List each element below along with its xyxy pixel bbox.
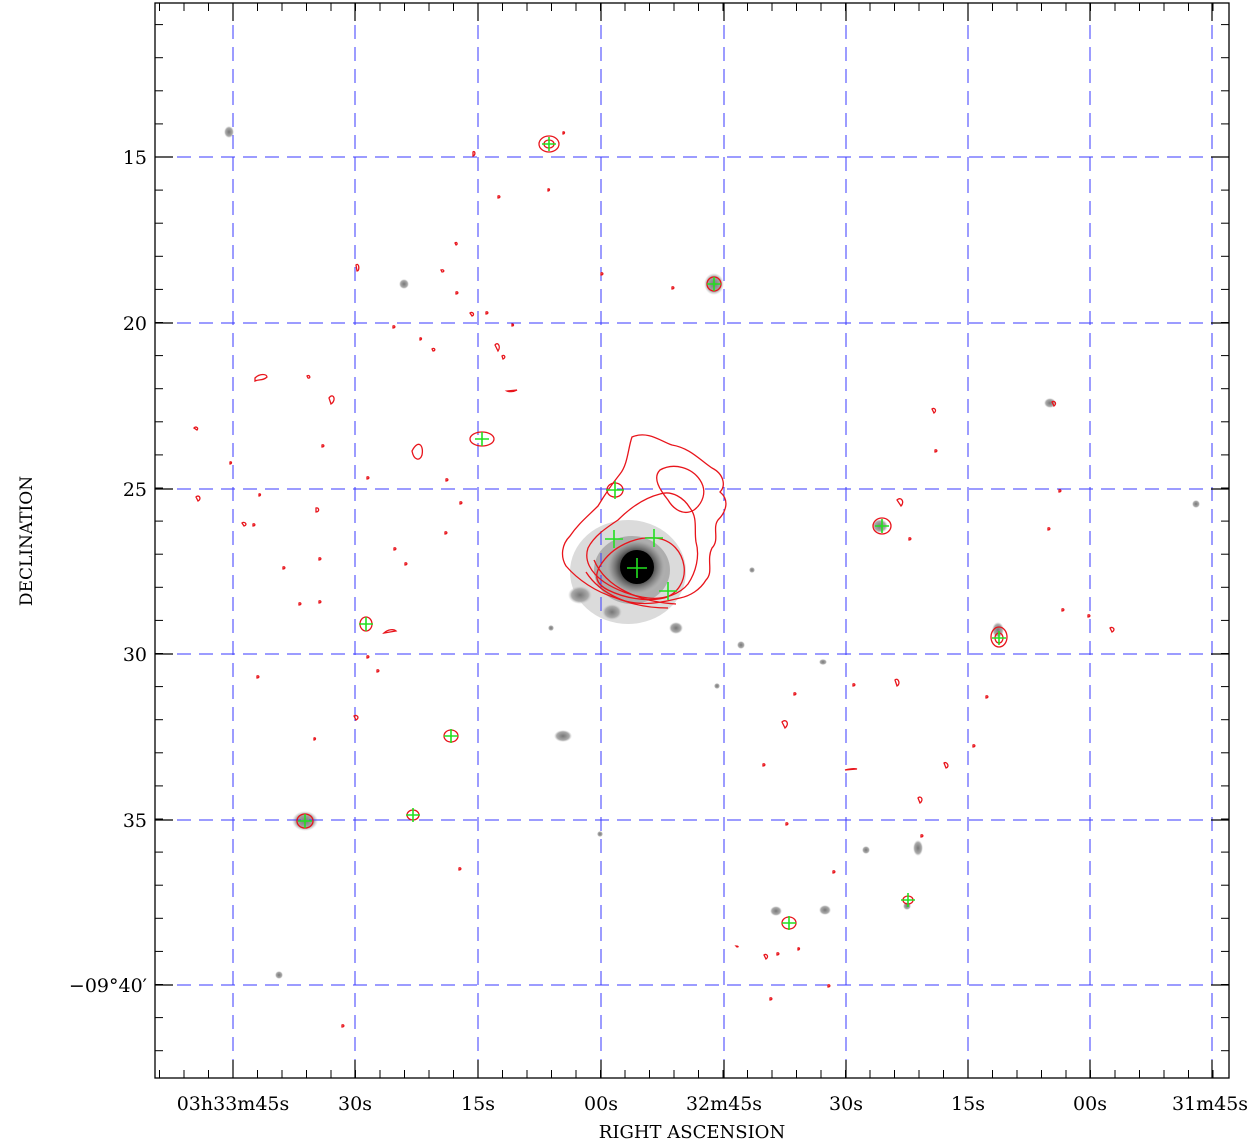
greyscale-blob [749,567,755,573]
source-marker [707,277,721,291]
source-marker [444,729,458,743]
dec-tick-label: 35 [123,810,147,832]
source-marker [659,582,677,600]
source-markers [298,137,1006,930]
contour-plume [656,465,705,514]
greyscale-blob [548,625,554,631]
greyscale-blob [913,840,923,856]
contour-diffuse-outer [561,434,727,605]
ra-tick-label: 30s [829,1093,863,1115]
ra-axis-labels: 03h33m45s 30s 15s 00s 32m45s 30s 15s 00s… [177,1093,1248,1115]
source-marker [992,631,1006,645]
source-marker [901,893,915,907]
axis-ticks [155,3,1229,1078]
greyscale-blob [819,659,827,665]
source-marker [627,558,647,578]
source-marker [606,481,624,499]
greyscale-blob [862,846,870,854]
contour-source [872,517,892,535]
plot-frame [154,2,1230,1079]
dec-axis-labels: 15 20 25 30 35 −09°40′ [69,147,147,997]
dec-tick-label: 20 [123,313,147,335]
greyscale-blob [597,831,603,837]
greyscale-blob [224,126,234,138]
ra-tick-label: 00s [584,1093,618,1115]
dec-tick-label: 15 [123,147,147,169]
ra-tick-label: 03h33m45s [177,1093,290,1115]
greyscale-blob [602,604,622,620]
source-marker [605,530,623,548]
greyscale-blob [1192,500,1200,508]
greyscale-blob [669,622,683,634]
source-marker [359,617,373,631]
greyscale-blob [554,730,572,742]
source-marker [298,814,312,828]
greyscale-blob [275,971,283,979]
greyscale-blob [819,905,831,915]
greyscale-blob [737,641,745,649]
greyscale-blob [1044,398,1056,408]
dec-tick-label: 30 [123,644,147,666]
ra-tick-label: 15s [461,1093,495,1115]
greyscale-blob [399,279,409,289]
y-axis-title: DECLINATION [17,476,37,606]
greyscale-blob [714,683,720,689]
greyscale-blob [568,586,592,604]
source-marker [406,808,420,822]
contour-source [538,135,560,153]
contour-noise [192,131,1115,1028]
contour-source [990,626,1008,648]
ra-tick-label: 32m45s [686,1093,762,1115]
contour-arc [585,559,677,609]
source-marker [782,916,796,930]
greyscale-emission [224,126,1200,979]
ra-tick-label: 00s [1073,1093,1107,1115]
source-marker [645,529,663,547]
source-marker [475,432,489,446]
coordinate-grid [155,3,1229,1078]
source-marker [875,519,889,533]
contour-diffuse-mid [586,492,699,600]
dec-tick-label: 25 [123,479,147,501]
ra-tick-label: 15s [951,1093,985,1115]
source-marker [542,137,556,151]
greyscale-blob [770,906,782,916]
dec-tick-label: −09°40′ [69,975,147,997]
ra-tick-label: 30s [338,1093,372,1115]
ra-tick-label: 31m45s [1172,1093,1248,1115]
x-axis-title: RIGHT ASCENSION [599,1122,785,1143]
